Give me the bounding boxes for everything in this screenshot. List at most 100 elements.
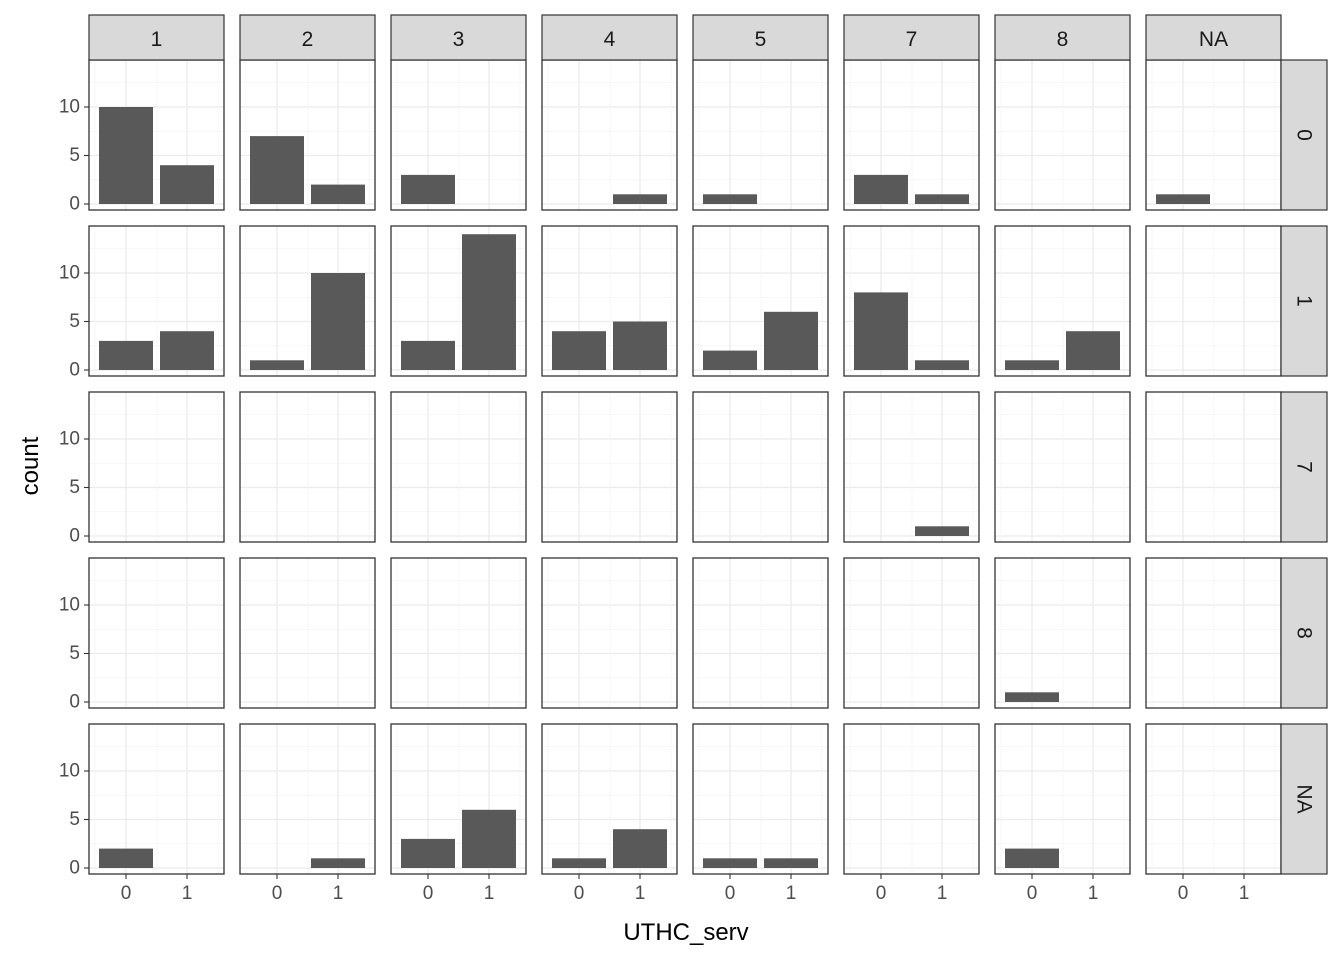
x-tick-label: 0 [272, 883, 283, 904]
panel [843, 59, 980, 211]
bar [401, 174, 455, 204]
panel-background [542, 60, 677, 210]
bar [1066, 331, 1120, 370]
row-strip: NA [1280, 723, 1328, 875]
panel [88, 723, 225, 875]
row-strip: 8 [1280, 557, 1328, 709]
bar [1156, 194, 1210, 204]
bar [462, 234, 516, 370]
bar [915, 360, 969, 370]
column-strip: 1 [88, 14, 225, 61]
panel-background [844, 392, 979, 542]
panel-border [88, 723, 225, 875]
column-strip-label: 8 [1057, 28, 1069, 51]
panel-border [692, 557, 829, 709]
panel [541, 723, 678, 875]
panel [843, 225, 980, 377]
bar [160, 331, 214, 370]
x-tick-label: 1 [333, 883, 344, 904]
bar [613, 321, 667, 370]
panel-border [843, 225, 980, 377]
x-tick-label: 0 [725, 883, 736, 904]
panel [692, 391, 829, 543]
bar [311, 858, 365, 868]
panel-border [843, 723, 980, 875]
column-strip-label: NA [1199, 28, 1228, 51]
panel-background [995, 60, 1130, 210]
column-strip: 2 [239, 14, 376, 61]
y-tick-label: 10 [59, 429, 80, 450]
row-strip: 1 [1280, 225, 1328, 377]
bar [250, 360, 304, 370]
panel-background [542, 558, 677, 708]
row-strip-background [1280, 723, 1328, 875]
column-strip: 4 [541, 14, 678, 61]
column-strip-background [239, 14, 376, 61]
row-strip-background [1280, 557, 1328, 709]
column-strip-label: 4 [604, 28, 616, 51]
x-tick-label: 1 [484, 883, 495, 904]
panel [390, 225, 527, 377]
column-strip-label: 5 [755, 28, 767, 51]
panel-background [89, 558, 224, 708]
panel [994, 557, 1131, 709]
panel-background [542, 392, 677, 542]
bar [613, 829, 667, 868]
row-strip-background [1280, 225, 1328, 377]
column-strip-background [88, 14, 225, 61]
panel-background [240, 558, 375, 708]
panel-border [88, 557, 225, 709]
panel [239, 225, 376, 377]
panel [390, 59, 527, 211]
bar [99, 848, 153, 868]
panel [1145, 723, 1282, 875]
bar [703, 194, 757, 204]
row-strip-background [1280, 59, 1328, 211]
y-tick-label: 10 [59, 761, 80, 782]
panel-background [693, 392, 828, 542]
y-tick-label: 5 [69, 809, 80, 830]
panel-background [693, 558, 828, 708]
x-tick-label: 1 [937, 883, 948, 904]
panel-background [844, 724, 979, 874]
row-strip: 0 [1280, 59, 1328, 211]
y-tick-label: 10 [59, 263, 80, 284]
y-tick-label: 0 [69, 194, 80, 215]
bar [311, 184, 365, 204]
column-strip: NA [1145, 14, 1282, 61]
y-axis-title: count [17, 436, 44, 495]
panel [390, 391, 527, 543]
bar [915, 194, 969, 204]
panel-border [994, 557, 1131, 709]
panel [843, 557, 980, 709]
panel-background [844, 558, 979, 708]
column-strip-background [843, 14, 980, 61]
bar [552, 331, 606, 370]
bar [764, 311, 818, 370]
column-strip-label: 3 [453, 28, 465, 51]
x-tick-label: 1 [635, 883, 646, 904]
panel [239, 557, 376, 709]
panel [88, 557, 225, 709]
x-tick-label: 0 [574, 883, 585, 904]
column-strip-background [1145, 14, 1282, 61]
row-strip-label: 0 [1293, 129, 1316, 141]
panel-background [995, 558, 1130, 708]
panel [88, 59, 225, 211]
panel-border [994, 391, 1131, 543]
panel [994, 59, 1131, 211]
row-strip-label: NA [1293, 784, 1316, 813]
row-strip: 7 [1280, 391, 1328, 543]
panel-background [391, 558, 526, 708]
column-strip-background [692, 14, 829, 61]
facet-strips: 1 2 3 4 5 7 8 NA 0 1 7 8 NA [88, 14, 1328, 875]
panel [541, 557, 678, 709]
panel-border [239, 723, 376, 875]
y-tick-label: 0 [69, 526, 80, 547]
bar [401, 838, 455, 868]
bar [1005, 848, 1059, 868]
y-tick-label: 5 [69, 145, 80, 166]
panel-background [995, 392, 1130, 542]
panel [692, 59, 829, 211]
